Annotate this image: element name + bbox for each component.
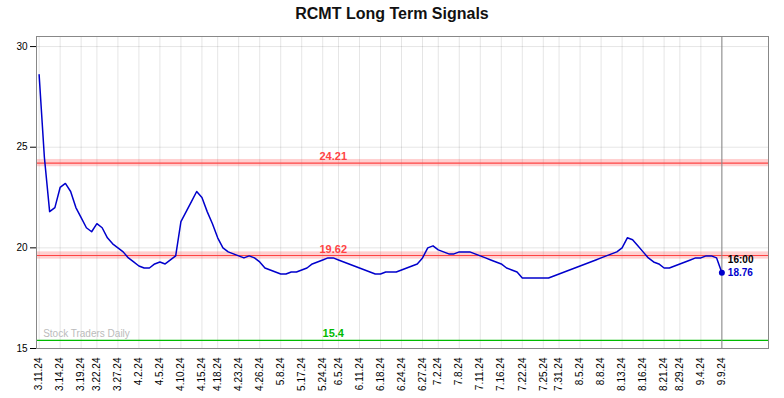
svg-text:5.24.24: 5.24.24 <box>317 357 328 391</box>
svg-text:7.22.24: 7.22.24 <box>517 357 528 391</box>
svg-text:8.8.24: 8.8.24 <box>595 357 606 385</box>
svg-text:4.23.24: 4.23.24 <box>233 357 244 391</box>
svg-text:8.29.24: 8.29.24 <box>674 357 685 391</box>
svg-text:5.17.24: 5.17.24 <box>296 357 307 391</box>
svg-text:4.26.24: 4.26.24 <box>254 357 265 391</box>
svg-text:3.22.24: 3.22.24 <box>91 357 102 391</box>
svg-text:4.5.24: 4.5.24 <box>154 357 165 385</box>
svg-text:24.21: 24.21 <box>319 150 347 162</box>
svg-text:3.27.24: 3.27.24 <box>112 357 123 391</box>
svg-text:4.10.24: 4.10.24 <box>175 357 186 391</box>
svg-text:15.4: 15.4 <box>323 327 345 339</box>
svg-text:8.13.24: 8.13.24 <box>616 357 627 391</box>
svg-text:3.19.24: 3.19.24 <box>75 357 86 391</box>
svg-text:Stock Traders Daily: Stock Traders Daily <box>43 328 130 339</box>
svg-text:25: 25 <box>16 141 28 152</box>
svg-text:8.21.24: 8.21.24 <box>658 357 669 391</box>
svg-text:6.24.24: 6.24.24 <box>396 357 407 391</box>
svg-text:30: 30 <box>16 41 28 52</box>
svg-text:3.14.24: 3.14.24 <box>54 357 65 391</box>
svg-text:4.15.24: 4.15.24 <box>196 357 207 391</box>
html-text:RCMT Long Term Signals: RCMT Long Term Signals <box>295 5 489 22</box>
svg-text:7.8.24: 7.8.24 <box>453 357 464 385</box>
svg-text:6.5.24: 6.5.24 <box>333 357 344 385</box>
svg-text:6.11.24: 6.11.24 <box>354 357 365 390</box>
svg-text:8.16.24: 8.16.24 <box>637 357 648 391</box>
svg-text:7.25.24: 7.25.24 <box>538 357 549 391</box>
svg-text:20: 20 <box>16 242 28 253</box>
svg-text:18.76: 18.76 <box>728 267 753 278</box>
svg-text:7.31.24: 7.31.24 <box>553 357 564 391</box>
svg-text:16:00: 16:00 <box>728 254 754 265</box>
svg-text:6.27.24: 6.27.24 <box>417 357 428 391</box>
svg-text:9.4.24: 9.4.24 <box>695 357 706 385</box>
svg-text:7.16.24: 7.16.24 <box>495 357 506 391</box>
svg-text:9.9.24: 9.9.24 <box>716 357 727 385</box>
svg-text:7.11.24: 7.11.24 <box>474 357 485 390</box>
svg-text:15: 15 <box>16 343 28 354</box>
svg-text:4.2.24: 4.2.24 <box>133 357 144 385</box>
svg-text:4.18.24: 4.18.24 <box>212 357 223 391</box>
svg-text:19.62: 19.62 <box>319 243 347 255</box>
svg-text:5.8.24: 5.8.24 <box>275 357 286 385</box>
svg-text:3.11.24: 3.11.24 <box>33 357 44 390</box>
svg-text:7.2.24: 7.2.24 <box>432 357 443 385</box>
svg-text:6.18.24: 6.18.24 <box>375 357 386 391</box>
svg-text:8.5.24: 8.5.24 <box>574 357 585 385</box>
